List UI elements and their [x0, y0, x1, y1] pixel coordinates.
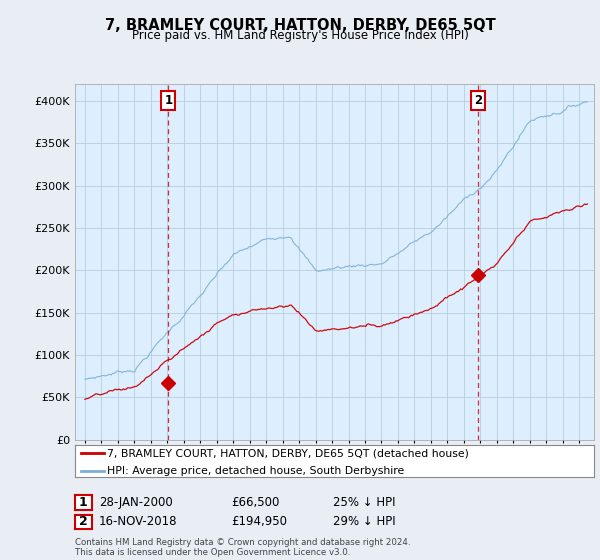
Text: 28-JAN-2000: 28-JAN-2000: [99, 496, 173, 509]
Text: 2: 2: [79, 515, 88, 529]
Text: 2: 2: [474, 95, 482, 108]
Text: 29% ↓ HPI: 29% ↓ HPI: [333, 515, 395, 529]
Text: 1: 1: [164, 95, 172, 108]
Text: 1: 1: [79, 496, 88, 509]
Text: 25% ↓ HPI: 25% ↓ HPI: [333, 496, 395, 509]
Text: 7, BRAMLEY COURT, HATTON, DERBY, DE65 5QT (detached house): 7, BRAMLEY COURT, HATTON, DERBY, DE65 5Q…: [107, 448, 469, 458]
Text: 16-NOV-2018: 16-NOV-2018: [99, 515, 178, 529]
Text: £194,950: £194,950: [231, 515, 287, 529]
Text: Price paid vs. HM Land Registry's House Price Index (HPI): Price paid vs. HM Land Registry's House …: [131, 29, 469, 42]
Text: 7, BRAMLEY COURT, HATTON, DERBY, DE65 5QT: 7, BRAMLEY COURT, HATTON, DERBY, DE65 5Q…: [104, 18, 496, 33]
Text: £66,500: £66,500: [231, 496, 280, 509]
Text: Contains HM Land Registry data © Crown copyright and database right 2024.
This d: Contains HM Land Registry data © Crown c…: [75, 538, 410, 557]
Text: HPI: Average price, detached house, South Derbyshire: HPI: Average price, detached house, Sout…: [107, 465, 404, 475]
